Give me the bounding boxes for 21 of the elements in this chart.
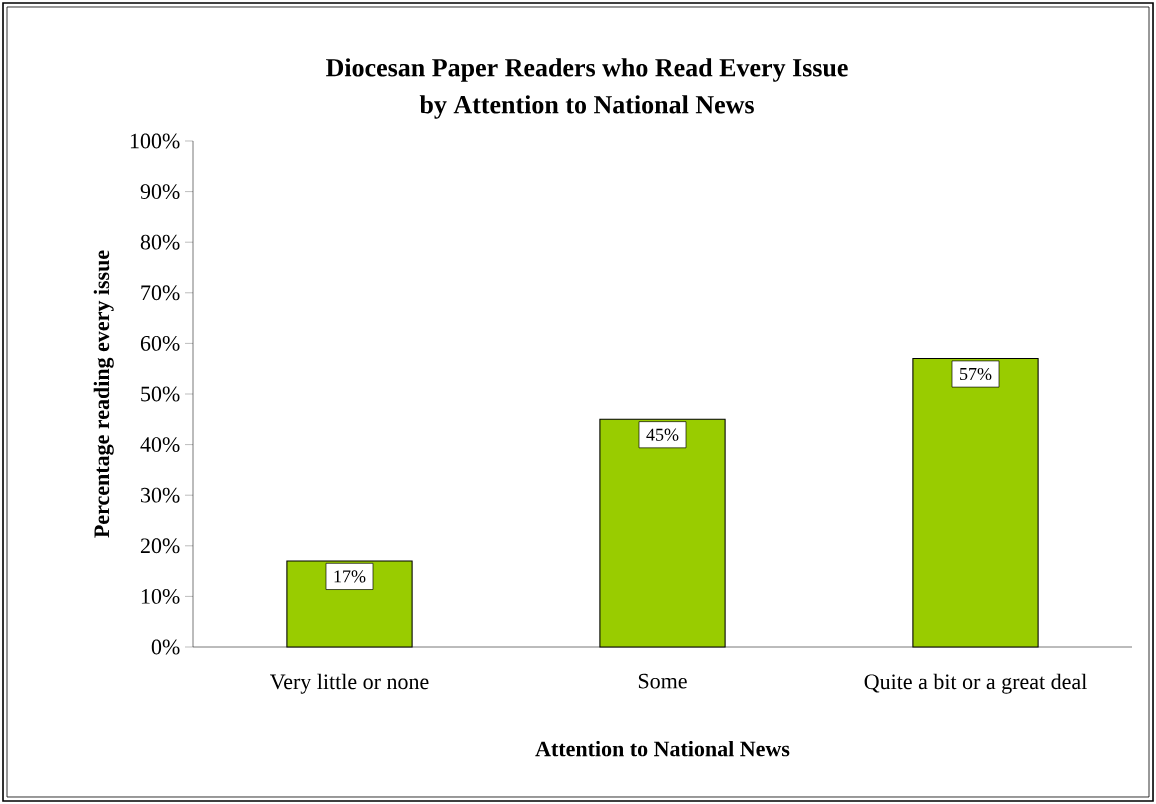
chart-title: Diocesan Paper Readers who Read Every Issue [326,58,848,82]
y-tick-label: 10% [141,588,180,604]
y-tick-label: 60% [140,335,180,351]
x-tick-label: Some [638,673,687,689]
data-label: 17% [334,570,366,583]
x-tick-label: Very little or none [270,673,429,694]
y-tick-label: 30% [141,487,180,503]
y-tick-label: 80% [140,234,180,250]
y-tick-label: 20% [140,538,180,554]
y-tick-label: 0% [151,639,180,655]
y-tick-label: 40% [140,437,180,453]
data-label: 57% [960,367,992,381]
y-tick-label: 50% [141,386,180,402]
data-label: 45% [646,428,679,441]
x-tick-label: Quite a bit or a great deal [864,673,1087,694]
y-axis-title: Percentage reading every issue [93,250,114,538]
y-tick-label: 100% [130,133,180,149]
y-tick-label: 90% [140,184,180,200]
x-axis-title: Attention to National News [535,740,790,757]
chart-subtitle: by Attention to National News [419,95,754,119]
y-tick-label: 70% [141,285,180,301]
